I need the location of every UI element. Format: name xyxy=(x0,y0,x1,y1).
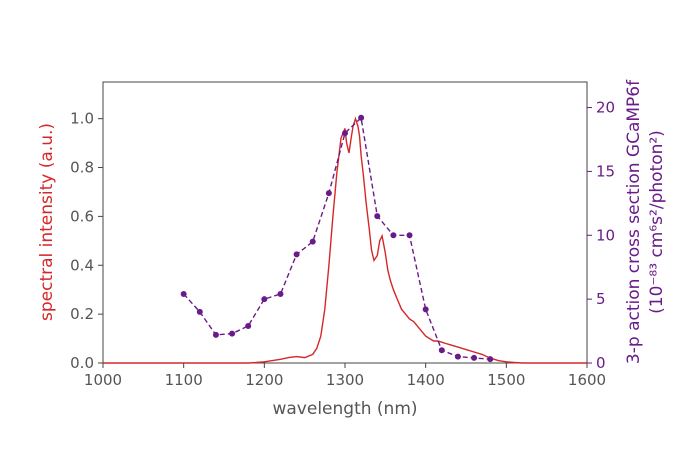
x-axis-title: wavelength (nm) xyxy=(272,399,417,419)
action-cross-section-point xyxy=(229,330,236,337)
right-axis-title-line2: (10⁻⁸³ cm⁶s²/photon²) xyxy=(647,130,667,314)
action-cross-section-point xyxy=(212,331,219,338)
spectral-intensity-line xyxy=(103,116,587,364)
left-y-tick-label: 1.0 xyxy=(70,110,94,128)
action-cross-section-point xyxy=(438,347,445,354)
action-cross-section-line xyxy=(183,116,491,360)
ticks-layer: 1000 1100 1200 1300 1400 1500 1600 0.0 0.2 0.4 0.6… xyxy=(70,99,615,389)
action-cross-section-point xyxy=(277,291,284,298)
action-cross-section-point xyxy=(245,322,252,329)
action-cross-section-point xyxy=(293,251,300,258)
left-axis-title: spectral intensity (a.u.) xyxy=(37,123,57,321)
right-y-tick-label: 10 xyxy=(596,226,615,244)
x-tick-label: 1500 xyxy=(487,371,525,389)
action-cross-section-point xyxy=(342,130,348,137)
x-tick-label: 1300 xyxy=(326,371,364,389)
left-y-tick-label: 0.6 xyxy=(70,207,94,225)
series-layer xyxy=(103,114,587,364)
action-cross-section-point xyxy=(196,308,203,315)
action-cross-section-point xyxy=(471,354,478,361)
x-tick-label: 1600 xyxy=(568,371,606,389)
action-cross-section-point xyxy=(374,213,381,220)
x-tick-label: 1200 xyxy=(245,371,283,389)
left-y-tick-label: 0.0 xyxy=(70,354,94,372)
plot-frame xyxy=(102,81,588,364)
right-y-tick-label: 5 xyxy=(596,290,606,308)
right-y-tick-label: 0 xyxy=(596,354,606,372)
action-cross-section-point xyxy=(325,190,332,197)
right-y-tick-label: 15 xyxy=(596,162,615,180)
left-y-tick-label: 0.4 xyxy=(70,256,94,274)
right-axis-title-line1: 3-p action cross section GCaMP6f xyxy=(624,79,644,364)
action-cross-section-point xyxy=(261,296,268,303)
action-cross-section-point xyxy=(454,353,461,360)
x-tick-label: 1400 xyxy=(407,371,445,389)
action-cross-section-point xyxy=(422,306,429,313)
action-cross-section-point xyxy=(309,238,316,245)
action-cross-section-point xyxy=(406,232,413,239)
left-y-tick-label: 0.8 xyxy=(70,159,94,177)
x-tick-label: 1000 xyxy=(84,371,122,389)
action-cross-section-point xyxy=(180,291,187,298)
action-cross-section-point xyxy=(487,356,494,363)
left-y-tick-label: 0.2 xyxy=(70,305,94,323)
right-y-tick-label: 20 xyxy=(596,99,615,117)
action-cross-section-point xyxy=(358,114,365,121)
x-tick-label: 1100 xyxy=(165,371,203,389)
action-cross-section-point xyxy=(390,232,397,239)
